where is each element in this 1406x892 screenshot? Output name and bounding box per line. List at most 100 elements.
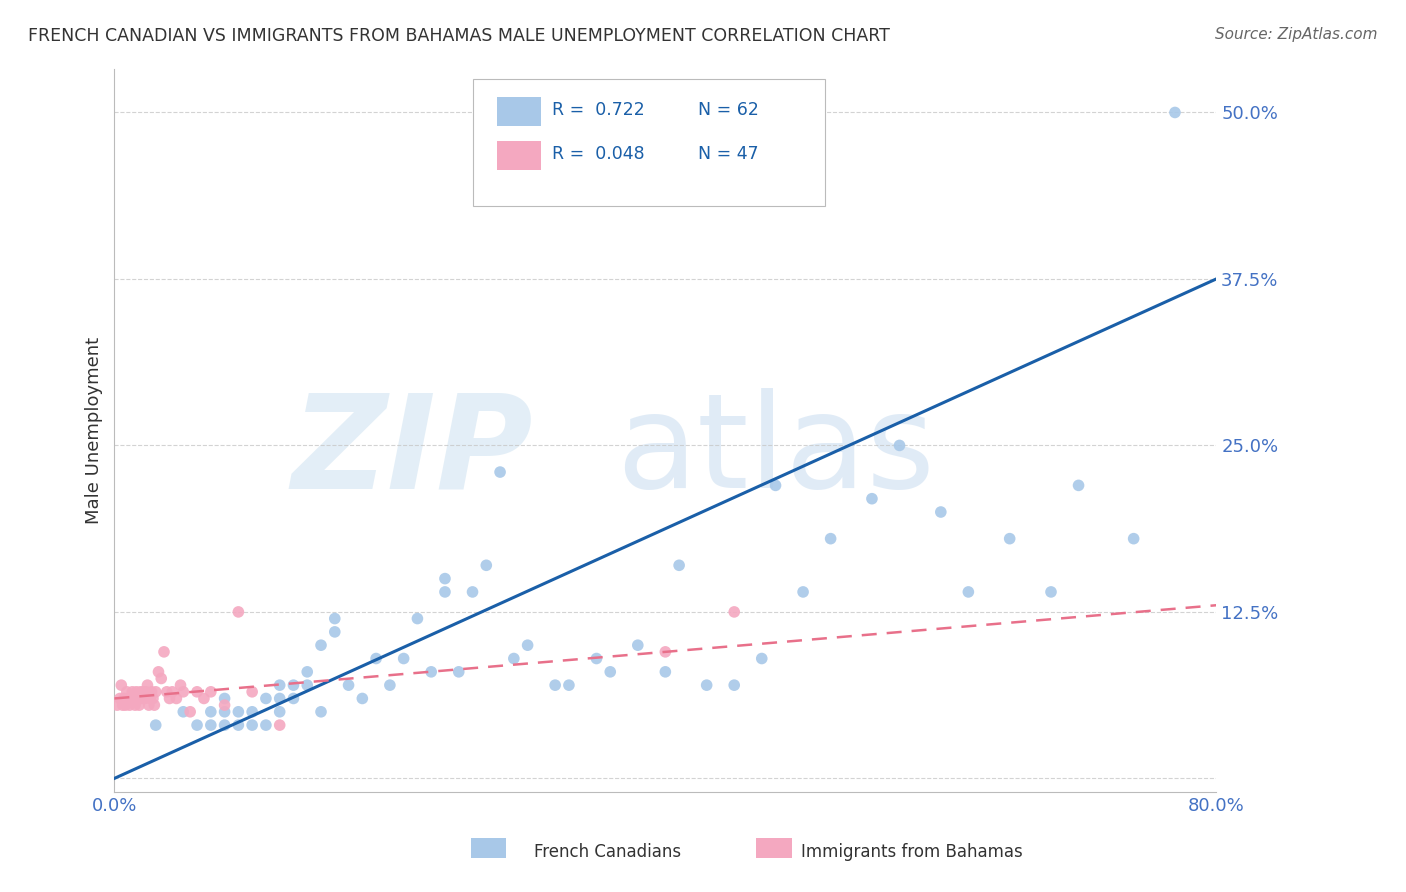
Point [124,698,146,713]
Point [129,685,152,699]
Point [115,685,138,699]
Point [121,685,143,699]
Point [269,718,291,732]
Point [544,678,567,692]
Point [240,718,263,732]
Point [447,665,470,679]
Point [433,572,456,586]
Point [108,691,131,706]
Point [323,624,346,639]
Point [366,651,388,665]
Point [792,585,814,599]
Text: ZIP: ZIP [291,388,533,516]
Point [751,651,773,665]
Point [696,678,718,692]
Point [1040,585,1063,599]
Point [134,691,156,706]
Point [1067,478,1090,492]
Point [117,691,139,706]
Point [172,705,194,719]
Point [112,691,135,706]
Point [193,691,215,706]
Y-axis label: Male Unemployment: Male Unemployment [86,336,103,524]
Point [420,665,443,679]
Point [254,718,277,732]
Point [283,691,305,706]
Point [127,691,149,706]
Point [114,698,136,713]
Point [141,685,163,699]
Point [200,705,222,719]
Point [200,685,222,699]
Text: atlas: atlas [616,388,935,516]
Point [122,691,145,706]
Point [111,698,134,713]
Point [135,685,157,699]
Point [309,705,332,719]
Text: R =  0.722: R = 0.722 [551,102,644,120]
Point [475,558,498,573]
Point [143,698,166,713]
Point [254,691,277,706]
Point [125,685,148,699]
Point [668,558,690,573]
Point [957,585,980,599]
Point [165,691,187,706]
Point [169,678,191,692]
Point [139,691,162,706]
Point [186,685,208,699]
Point [654,645,676,659]
Point [1164,105,1187,120]
Point [214,718,236,732]
Point [150,672,173,686]
Point [214,698,236,713]
Point [283,678,305,692]
Point [148,665,170,679]
Point [179,705,201,719]
Point [309,638,332,652]
Point [156,685,179,699]
Text: R =  0.048: R = 0.048 [551,145,644,163]
FancyBboxPatch shape [472,79,825,206]
Point [1122,532,1144,546]
Point [172,685,194,699]
Point [110,678,132,692]
Point [153,645,176,659]
Point [599,665,621,679]
Point [240,685,263,699]
Point [998,532,1021,546]
Point [489,465,512,479]
Point [585,651,607,665]
Point [558,678,581,692]
Point [323,611,346,625]
Point [392,651,415,665]
Point [627,638,650,652]
Point [269,691,291,706]
Point [118,698,141,713]
Text: FRENCH CANADIAN VS IMMIGRANTS FROM BAHAMAS MALE UNEMPLOYMENT CORRELATION CHART: FRENCH CANADIAN VS IMMIGRANTS FROM BAHAM… [28,27,890,45]
Point [228,705,250,719]
Text: Immigrants from Bahamas: Immigrants from Bahamas [801,843,1024,861]
Point [186,718,208,732]
Point [502,651,524,665]
Point [297,665,319,679]
Point [120,691,142,706]
Point [820,532,842,546]
Point [352,691,374,706]
Text: N = 62: N = 62 [699,102,759,120]
Point [269,678,291,692]
Point [128,698,150,713]
Point [136,678,159,692]
Point [378,678,401,692]
Point [654,665,676,679]
Point [138,698,160,713]
Point [131,691,153,706]
Point [297,678,319,692]
Point [214,691,236,706]
Point [105,698,128,713]
Text: French Canadians: French Canadians [534,843,682,861]
Text: N = 47: N = 47 [699,145,759,163]
Point [860,491,883,506]
Point [240,705,263,719]
Point [228,718,250,732]
